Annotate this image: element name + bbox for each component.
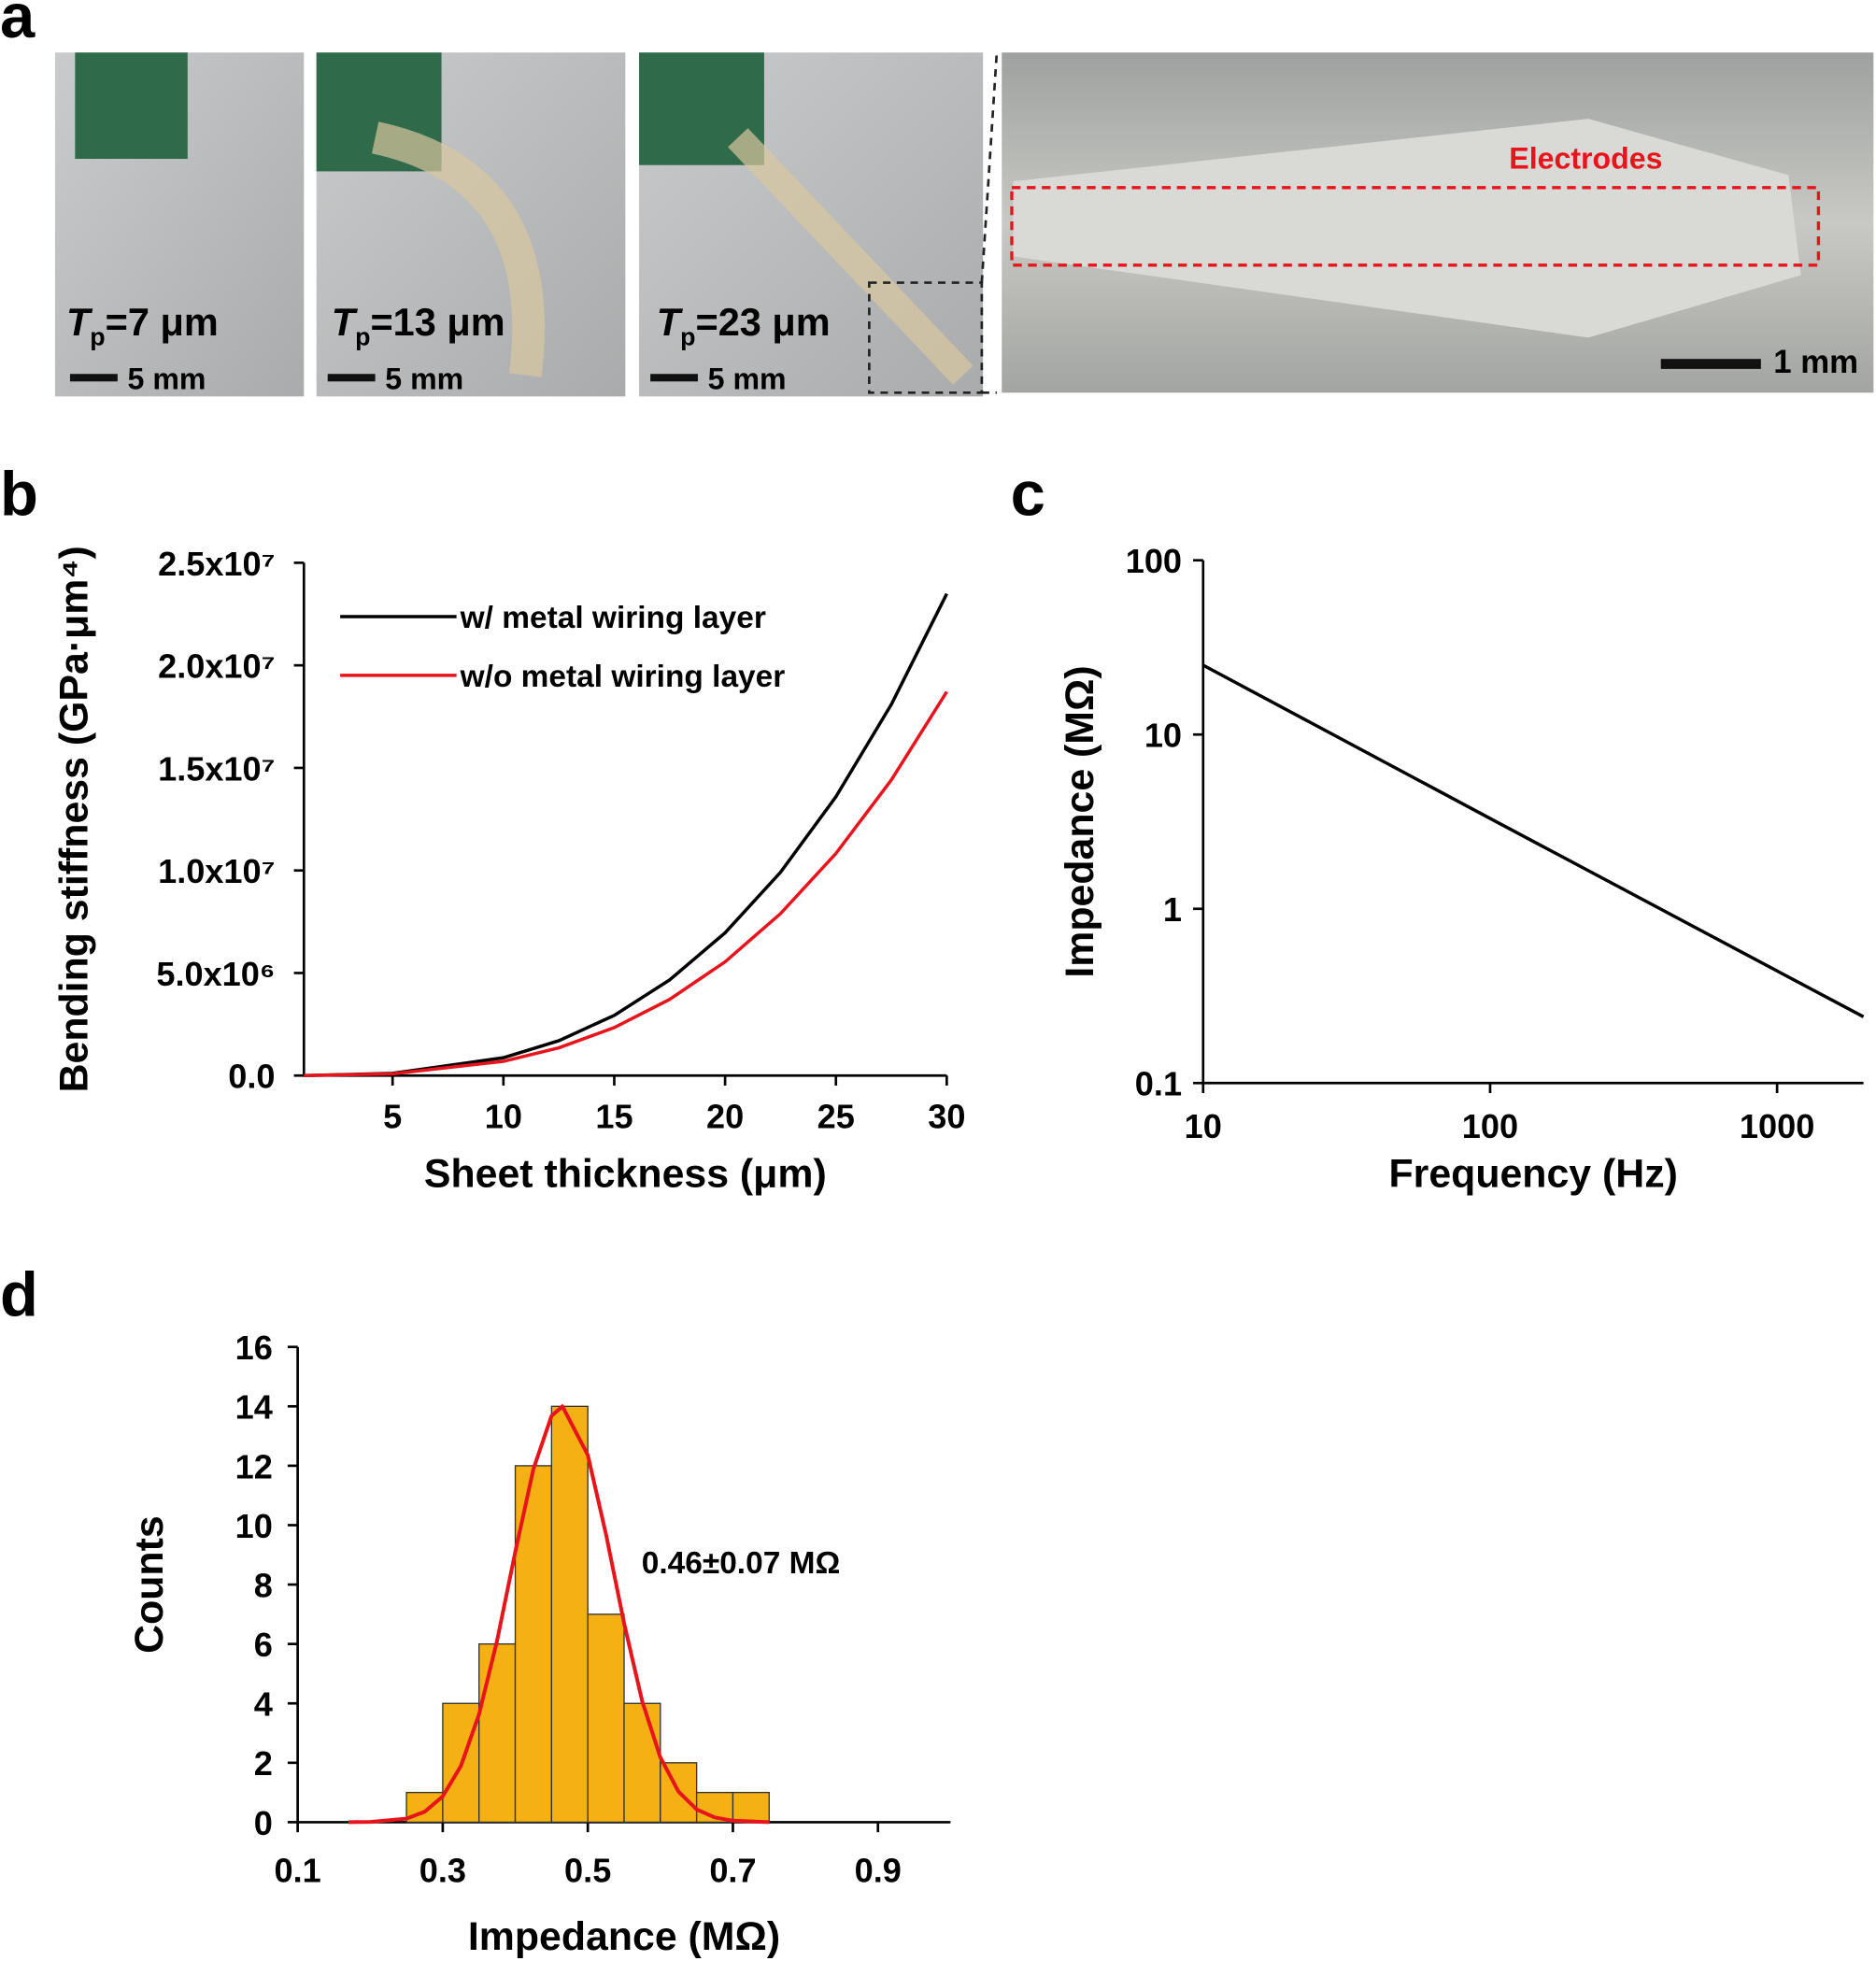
legend-label: w/ metal wiring layer	[460, 601, 766, 635]
y-tick-label: 0.0	[228, 1058, 275, 1096]
scale-bar	[327, 374, 376, 382]
y-tick-label: 6	[254, 1626, 273, 1664]
symbol: T	[66, 300, 93, 344]
thickness-label: Tp=13 μm	[332, 300, 505, 351]
scale-label: 5 mm	[385, 362, 463, 395]
y-tick-label: 1.5x10⁷	[158, 749, 275, 788]
thickness-label: Tp=23 μm	[657, 300, 831, 351]
fit-curve	[348, 1404, 770, 1825]
annotation: 0.46±0.07 MΩ	[642, 1546, 841, 1581]
zoom-box	[868, 281, 984, 394]
y-tick-label: 100	[1126, 542, 1182, 580]
line	[304, 690, 948, 1077]
x-axis-title: Frequency (Hz)	[1389, 1151, 1678, 1196]
x-tick-label: 0.5	[564, 1852, 611, 1890]
x-tick-label: 0.9	[855, 1852, 902, 1890]
y-tick-label: 16	[235, 1329, 273, 1367]
subscript: p	[90, 322, 105, 350]
bar	[623, 1702, 661, 1824]
zoom-scale: 1 mm	[1773, 344, 1858, 380]
x-tick-label: 10	[1185, 1107, 1222, 1145]
panel-label: a	[0, 0, 36, 51]
bar	[732, 1791, 770, 1824]
shank	[1013, 119, 1801, 338]
x-tick-label: 30	[928, 1097, 965, 1135]
electrode-box	[1010, 186, 1821, 267]
y-tick-label: 1.0x10⁷	[158, 852, 275, 890]
x-tick-label: 25	[817, 1097, 855, 1135]
scale-bar	[69, 374, 118, 382]
bar	[587, 1613, 625, 1824]
thickness-label: Tp=7 μm	[66, 300, 219, 351]
pcb	[75, 52, 188, 160]
y-tick-label: 14	[235, 1388, 273, 1427]
x-tick-label: 1000	[1740, 1107, 1814, 1145]
line	[304, 592, 948, 1077]
symbol: T	[332, 300, 359, 344]
y-tick-label: 10	[1144, 717, 1182, 755]
y-tick-label: 2	[254, 1744, 273, 1783]
thickness: =7 μm	[106, 300, 219, 344]
photo-panels	[54, 52, 1874, 397]
x-tick-label: 0.1	[275, 1852, 321, 1890]
scale-label: 5 mm	[128, 362, 206, 395]
x-axis-title: Impedance (MΩ)	[468, 1914, 780, 1959]
subscript: p	[355, 322, 370, 350]
y-axis-title: Counts	[127, 1515, 172, 1654]
y-tick-label: 5.0x10⁶	[156, 955, 275, 993]
x-tick-label: 100	[1462, 1107, 1518, 1145]
x-tick-label: 10	[485, 1097, 522, 1135]
bar	[550, 1405, 589, 1824]
subscript: p	[680, 322, 695, 350]
x-tick-label: 0.7	[709, 1852, 756, 1890]
x-tick-label: 5	[383, 1097, 402, 1135]
legend-label: w/o metal wiring layer	[460, 660, 786, 694]
bar	[478, 1642, 517, 1824]
thickness: =13 μm	[370, 300, 505, 344]
x-axis-title: Sheet thickness (μm)	[424, 1151, 827, 1196]
x-tick-label: 20	[706, 1097, 744, 1135]
y-tick-label: 12	[235, 1447, 273, 1485]
scale-bar	[650, 374, 698, 382]
x-tick-label: 15	[595, 1097, 632, 1135]
y-axis-title: Bending stiffness (GPa·μm⁴)	[52, 546, 97, 1092]
y-tick-label: 2.0x10⁷	[158, 647, 275, 686]
axes	[302, 562, 947, 1077]
y-tick-label: 10	[235, 1507, 273, 1545]
y-tick-label: 0	[254, 1804, 273, 1842]
panel-label: b	[0, 460, 38, 530]
panel-label: d	[0, 1259, 38, 1329]
y-tick-label: 0.1	[1135, 1065, 1182, 1103]
y-tick-label: 2.5x10⁷	[158, 545, 275, 583]
zoom-label: Electrodes	[1509, 142, 1662, 176]
y-axis-title: Impedance (MΩ)	[1058, 665, 1102, 977]
scale-bar	[1660, 359, 1761, 369]
panel-label: c	[1011, 460, 1045, 530]
x-tick-label: 0.3	[419, 1852, 466, 1890]
probe	[371, 121, 545, 377]
probe	[728, 128, 974, 385]
axes	[1201, 560, 1864, 1085]
line	[1201, 663, 1865, 1018]
zoom-line	[980, 52, 999, 283]
y-tick-label: 4	[254, 1685, 273, 1724]
y-tick-label: 1	[1163, 890, 1182, 929]
symbol: T	[657, 300, 684, 344]
thickness: =23 μm	[696, 300, 831, 344]
scale-label: 5 mm	[708, 362, 787, 395]
y-tick-label: 8	[254, 1566, 273, 1604]
